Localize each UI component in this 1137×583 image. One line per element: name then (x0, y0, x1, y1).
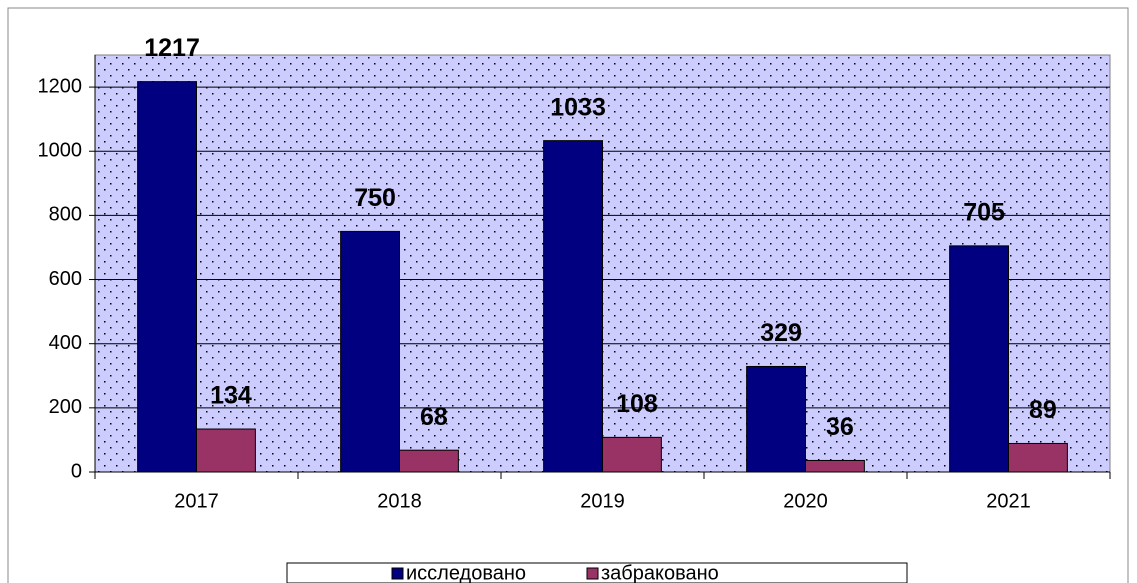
x-tick-label: 2018 (377, 490, 422, 512)
y-tick-label: 200 (49, 396, 82, 418)
bar (543, 140, 604, 473)
x-tick-label: 2019 (580, 490, 625, 512)
bar (340, 230, 401, 473)
y-tick-label: 600 (49, 268, 82, 290)
data-label: 89 (1029, 396, 1057, 424)
x-tick-label: 2017 (174, 490, 219, 512)
x-tick-label: 2021 (986, 490, 1031, 512)
y-tick-label: 0 (71, 460, 82, 482)
chart-border (7, 7, 1129, 583)
y-tick-label: 1200 (38, 75, 83, 97)
bar (602, 436, 662, 473)
data-label: 134 (210, 382, 252, 410)
bar (1008, 442, 1068, 473)
data-label: 1217 (144, 34, 200, 62)
legend-swatch (586, 567, 599, 580)
data-label: 36 (826, 413, 854, 441)
bar (137, 81, 198, 473)
bar (746, 365, 807, 473)
y-tick-label: 1000 (38, 140, 83, 162)
data-label: 750 (354, 184, 396, 212)
bar (196, 428, 256, 473)
legend-label: забраковано (601, 562, 719, 583)
bar (949, 245, 1010, 473)
data-label: 1033 (550, 93, 606, 121)
data-label: 108 (616, 390, 658, 418)
legend-label: исследовано (406, 562, 526, 583)
data-label: 329 (760, 319, 802, 347)
y-tick-label: 800 (49, 204, 82, 226)
bar (399, 449, 459, 473)
legend-swatch (391, 567, 404, 580)
x-tick-label: 2020 (783, 490, 828, 512)
y-tick-label: 400 (49, 332, 82, 354)
bar (805, 459, 865, 473)
data-label: 68 (420, 403, 448, 431)
data-label: 705 (963, 198, 1005, 226)
